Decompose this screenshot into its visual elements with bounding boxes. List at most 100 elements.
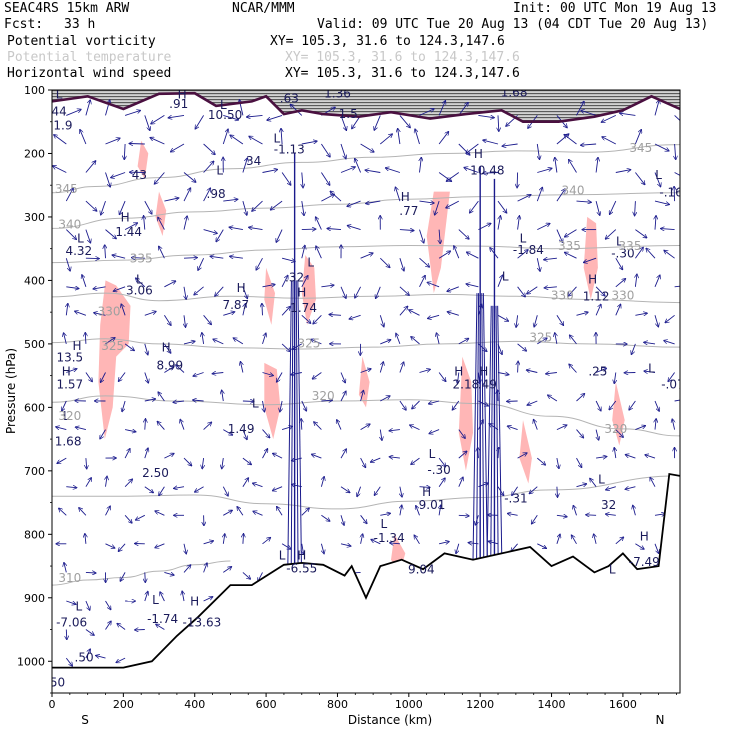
wind-vector-13 <box>66 487 76 488</box>
wind-vector-409 <box>508 426 518 431</box>
chart-label-32: .32 <box>285 271 304 285</box>
north-end-label: N <box>656 713 665 727</box>
wind-vector-532 <box>674 285 680 288</box>
wind-vector-366 <box>478 115 494 117</box>
chart-label-82: .50 <box>75 650 94 664</box>
chart-label-90: 340 <box>58 217 81 231</box>
y-tick-label-400: 400 <box>24 274 45 287</box>
wind-vector-116 <box>160 592 165 602</box>
wind-vector-267 <box>340 515 344 525</box>
chart-label-47: 1.57 <box>56 377 83 391</box>
wind-vector-497 <box>635 201 636 215</box>
wind-vector-424 <box>527 400 538 405</box>
wind-vector-443 <box>557 486 558 497</box>
wind-vector-392 <box>498 390 499 402</box>
wind-vector-352 <box>447 172 460 182</box>
chart-label-40: H <box>297 285 306 299</box>
chart-label-29: L <box>616 235 623 249</box>
wind-vector-194 <box>262 285 275 287</box>
wind-vector-206 <box>281 129 282 145</box>
wind-vector-125 <box>184 315 186 327</box>
wind-vector-520 <box>654 400 659 411</box>
wind-vector-292 <box>376 286 381 298</box>
wind-vector-93 <box>144 486 153 493</box>
chart-label-74: H <box>297 549 306 563</box>
wind-vector-362 <box>458 451 467 459</box>
wind-vector-304 <box>386 168 401 173</box>
wind-vector-228 <box>301 314 311 323</box>
wind-vector-123 <box>183 258 197 259</box>
wind-vector-473 <box>596 429 599 440</box>
chart-label-12: 10.48 <box>470 163 504 177</box>
chart-label-17: L <box>216 163 223 177</box>
wind-vector-182 <box>242 429 247 440</box>
wind-vector-41 <box>105 138 120 145</box>
wind-vector-209 <box>276 229 283 242</box>
wind-vector-492 <box>606 514 616 515</box>
wind-vector-119 <box>171 143 185 152</box>
wind-vector-349 <box>439 542 449 544</box>
wind-vector-58 <box>105 621 111 630</box>
chart-label-20: .77 <box>399 204 418 218</box>
chart-label-84: 310 <box>58 571 81 585</box>
wind-vector-418 <box>537 224 549 231</box>
wind-vector-252 <box>321 543 324 554</box>
wind-vector-144 <box>202 333 204 344</box>
wind-vector-24 <box>85 229 91 243</box>
pv-region-6 <box>264 267 275 325</box>
chart-label-55: L <box>252 396 259 410</box>
wind-vector-8 <box>64 333 67 345</box>
wind-vector-323 <box>419 257 430 267</box>
chart-label-7: 11.9 <box>46 118 73 132</box>
wind-vector-406 <box>517 343 527 351</box>
wind-vector-397 <box>489 541 499 544</box>
wind-vector-177 <box>242 286 247 299</box>
chart-label-95: 330 <box>611 289 634 303</box>
wind-vector-363 <box>458 477 463 487</box>
wind-vector-464 <box>596 158 598 173</box>
wind-vector-89 <box>144 372 149 383</box>
wind-vector-371 <box>467 252 479 259</box>
wind-vector-462 <box>581 111 597 116</box>
x-axis-title: Distance (km) <box>348 713 432 727</box>
wind-vector-96 <box>145 572 146 582</box>
chart-label-75: -6.55 <box>286 561 317 575</box>
wind-vector-436 <box>545 287 557 288</box>
wind-vector-201 <box>253 483 263 488</box>
wind-vector-298 <box>371 457 381 462</box>
jet-arrow-2-fan-1 <box>490 305 494 598</box>
chart-label-87: 325 <box>101 339 124 353</box>
wind-vector-337 <box>435 200 440 215</box>
model-title: SEAC4RS 15km ARW <box>4 1 130 16</box>
wind-vector-100 <box>150 138 165 145</box>
wind-vector-310 <box>396 334 401 345</box>
wind-vector-512 <box>654 172 661 187</box>
wind-vector-321 <box>419 201 434 203</box>
wind-vector-45 <box>105 245 106 259</box>
wind-vector-105 <box>164 281 175 288</box>
theta-contour-320 <box>52 395 680 437</box>
wind-vector-193 <box>256 257 263 270</box>
wind-vector-227 <box>301 276 308 288</box>
wind-vector-91 <box>145 419 146 430</box>
wind-vector-200 <box>262 449 268 459</box>
init-time: Init: 00 UTC Mon 19 Aug 13 <box>513 1 717 16</box>
wind-vector-264 <box>337 420 342 430</box>
chart-label-44: H <box>162 341 171 355</box>
wind-vector-236 <box>302 543 304 554</box>
wind-vector-534 <box>664 341 675 345</box>
wind-vector-47 <box>94 313 106 316</box>
wind-vector-422 <box>537 338 546 345</box>
chart-label-28: -1.84 <box>513 243 544 257</box>
wind-vector-453 <box>576 312 588 316</box>
wind-vector-441 <box>556 425 567 431</box>
stratospheric-pv-shading <box>52 90 680 122</box>
wind-vector-66 <box>114 286 126 291</box>
terrain-fill <box>52 474 680 693</box>
wind-vector-222 <box>301 141 317 145</box>
chart-label-86: 330 <box>98 304 121 318</box>
wind-vector-102 <box>164 198 178 202</box>
y-tick-label-500: 500 <box>24 338 45 351</box>
wind-vector-38 <box>85 629 94 636</box>
